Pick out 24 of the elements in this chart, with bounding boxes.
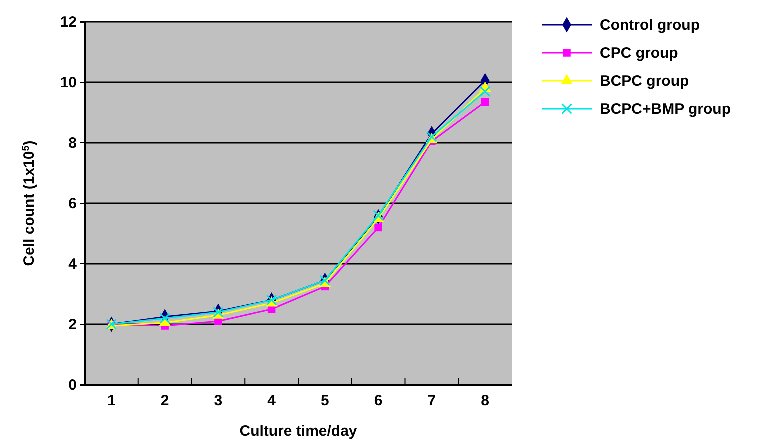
y-tick-label: 12 [60, 14, 77, 31]
legend-label: BCPC group [600, 73, 690, 90]
x-tick-label: 4 [268, 392, 277, 410]
y-tick-label: 8 [68, 134, 77, 152]
legend-label: CPC group [600, 45, 678, 62]
point [480, 86, 491, 98]
point [374, 224, 382, 232]
x-tick-label: 3 [214, 392, 223, 410]
x-tick-label: 8 [481, 392, 490, 410]
y-tick-label: 6 [68, 195, 77, 212]
legend-label: BCPC+BMP group [600, 101, 731, 118]
x-axis-title: Culture time/day [240, 423, 358, 440]
y-tick-label: 4 [68, 256, 78, 273]
legend-label: Control group [600, 17, 700, 34]
y-tick-label: 2 [68, 316, 77, 334]
x-tick-label: 7 [428, 392, 436, 410]
point [160, 312, 171, 324]
y-tick-label: 10 [60, 74, 77, 92]
y-tick-label: 0 [68, 376, 77, 394]
x-tick-label: 1 [108, 392, 116, 410]
x-tick-label: 2 [160, 392, 170, 410]
x-tick-label: 5 [321, 392, 330, 410]
x-tick-label: 6 [374, 392, 383, 410]
point [481, 98, 490, 106]
